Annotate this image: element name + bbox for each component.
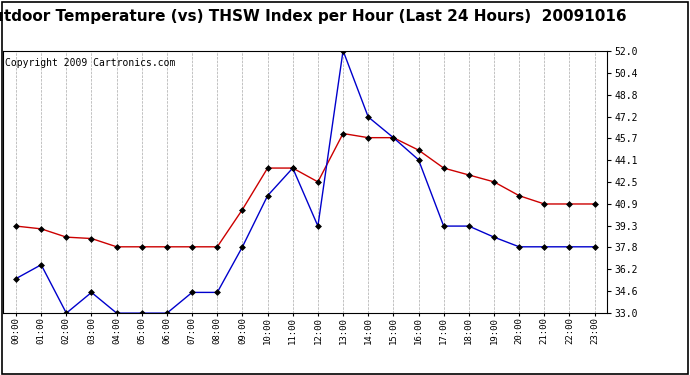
Text: Outdoor Temperature (vs) THSW Index per Hour (Last 24 Hours)  20091016: Outdoor Temperature (vs) THSW Index per …: [0, 9, 627, 24]
Text: Copyright 2009 Cartronics.com: Copyright 2009 Cartronics.com: [6, 58, 176, 69]
